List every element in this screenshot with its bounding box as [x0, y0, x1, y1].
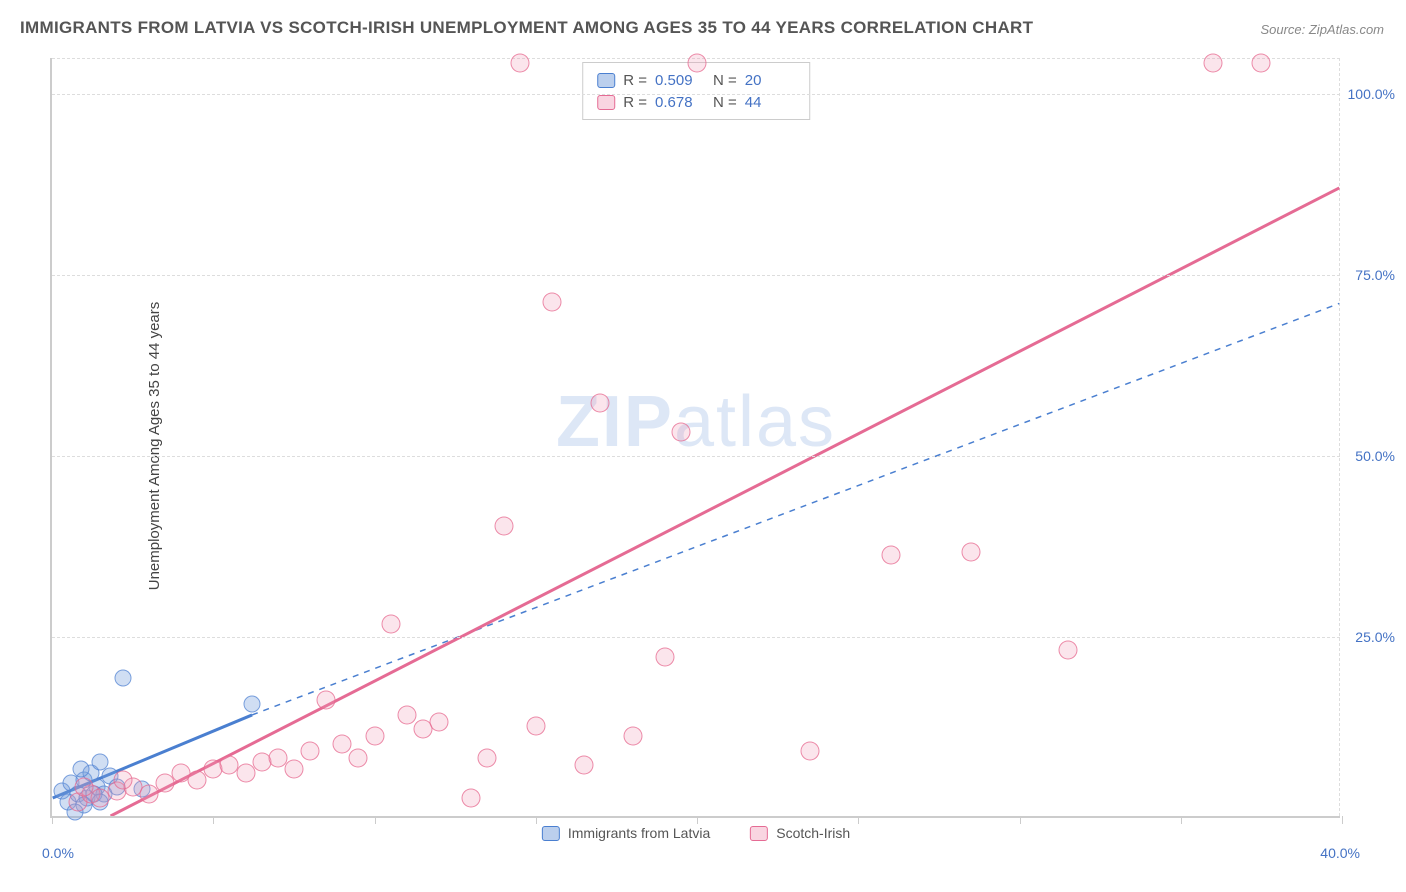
source-attribution: Source: ZipAtlas.com [1260, 22, 1384, 37]
data-point-scotch-irish [1204, 54, 1223, 73]
data-point-scotch-irish [478, 749, 497, 768]
y-tick-label: 75.0% [1355, 267, 1395, 283]
right-border [1339, 58, 1340, 816]
r-label: R = [623, 72, 647, 89]
data-point-scotch-irish [75, 778, 94, 797]
data-point-scotch-irish [1252, 54, 1271, 73]
data-point-scotch-irish [462, 788, 481, 807]
legend-swatch [597, 73, 615, 88]
data-point-scotch-irish [655, 647, 674, 666]
data-point-scotch-irish [510, 54, 529, 73]
plot-area: ZIPatlas R = 0.509 N = 20 R = 0.678 N = … [50, 58, 1340, 818]
data-point-scotch-irish [688, 54, 707, 73]
data-point-scotch-irish [962, 542, 981, 561]
bottom-legend: Immigrants from Latvia Scotch-Irish [542, 825, 850, 841]
x-tick [697, 816, 698, 824]
legend-swatch [597, 95, 615, 110]
y-tick-label: 25.0% [1355, 629, 1395, 645]
r-value: 0.509 [655, 72, 705, 89]
data-point-scotch-irish [623, 727, 642, 746]
watermark-light: atlas [674, 382, 836, 462]
data-point-scotch-irish [591, 394, 610, 413]
gridline [52, 94, 1340, 95]
data-point-scotch-irish [881, 546, 900, 565]
data-point-latvia [73, 760, 90, 777]
x-tick [52, 816, 53, 824]
trend-line-scotch-irish [111, 188, 1340, 816]
data-point-scotch-irish [526, 716, 545, 735]
legend-label: Immigrants from Latvia [568, 825, 710, 841]
n-value: 44 [745, 94, 795, 111]
watermark-bold: ZIP [556, 382, 674, 462]
data-point-scotch-irish [113, 770, 132, 789]
legend-item: Immigrants from Latvia [542, 825, 710, 841]
data-point-scotch-irish [317, 691, 336, 710]
n-label: N = [713, 94, 737, 111]
x-tick-label: 0.0% [42, 845, 74, 861]
legend-item: Scotch-Irish [750, 825, 850, 841]
data-point-scotch-irish [397, 705, 416, 724]
x-tick [1020, 816, 1021, 824]
data-point-scotch-irish [430, 712, 449, 731]
data-point-scotch-irish [365, 727, 384, 746]
data-point-scotch-irish [333, 734, 352, 753]
data-point-scotch-irish [494, 517, 513, 536]
x-tick-label: 40.0% [1320, 845, 1360, 861]
x-tick [213, 816, 214, 824]
data-point-latvia [114, 670, 131, 687]
gridline [52, 456, 1340, 457]
legend-label: Scotch-Irish [776, 825, 850, 841]
legend-swatch [542, 826, 560, 841]
data-point-scotch-irish [301, 741, 320, 760]
data-point-scotch-irish [542, 293, 561, 312]
y-tick-label: 50.0% [1355, 448, 1395, 464]
n-label: N = [713, 72, 737, 89]
data-point-scotch-irish [381, 615, 400, 634]
x-tick [1342, 816, 1343, 824]
data-point-scotch-irish [671, 423, 690, 442]
x-tick [536, 816, 537, 824]
y-tick-label: 100.0% [1348, 86, 1395, 102]
data-point-latvia [243, 695, 260, 712]
r-label: R = [623, 94, 647, 111]
gridline [52, 637, 1340, 638]
n-value: 20 [745, 72, 795, 89]
r-value: 0.678 [655, 94, 705, 111]
data-point-scotch-irish [575, 756, 594, 775]
data-point-scotch-irish [349, 749, 368, 768]
gridline [52, 275, 1340, 276]
legend-swatch [750, 826, 768, 841]
x-tick [858, 816, 859, 824]
trend-line-latvia-dashed [252, 303, 1339, 714]
data-point-scotch-irish [800, 741, 819, 760]
x-tick [375, 816, 376, 824]
chart-title: IMMIGRANTS FROM LATVIA VS SCOTCH-IRISH U… [20, 18, 1033, 38]
data-point-scotch-irish [284, 759, 303, 778]
x-tick [1181, 816, 1182, 824]
data-point-scotch-irish [1058, 640, 1077, 659]
